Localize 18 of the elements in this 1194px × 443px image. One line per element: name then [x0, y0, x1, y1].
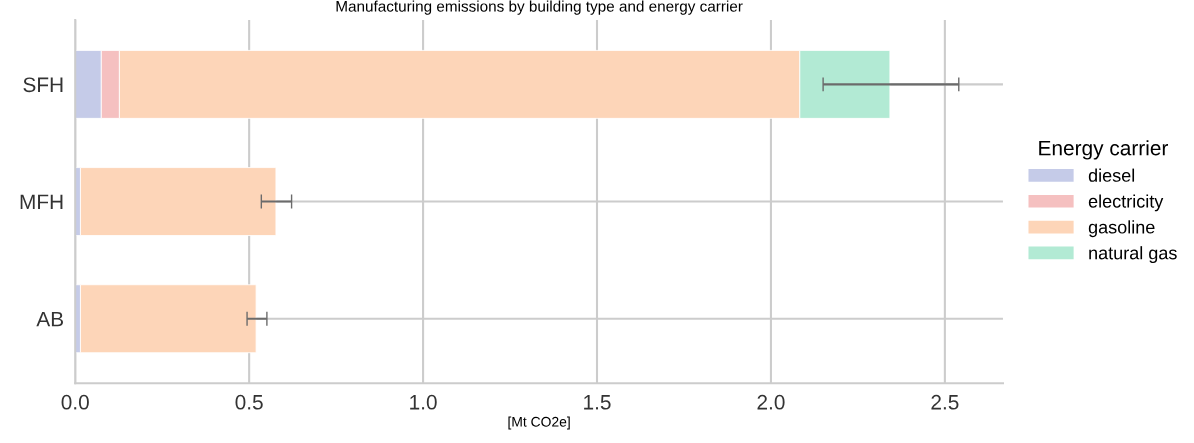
bar [80, 167, 277, 236]
x-tick-label: 0.0 [61, 394, 89, 410]
y-tick-label: SFH [23, 77, 63, 93]
y-tick-label: MFH [20, 194, 63, 210]
y-tick-label: AB [36, 311, 64, 327]
x-tick-label: 2.0 [757, 394, 785, 410]
bar [80, 284, 257, 354]
legend-title: Energy carrier [1039, 140, 1169, 160]
x-axis-title: [Mt CO2e] [508, 416, 570, 430]
legend-label: natural gas [1089, 246, 1177, 263]
legend-label: gasoline [1088, 220, 1155, 238]
x-tick-label: 0.5 [235, 394, 263, 410]
chart-title: Manufacturing emissions by building type and energy carrier [336, 0, 743, 15]
x-tick-label: 1.0 [410, 394, 437, 410]
x-tick-label: 2.5 [931, 394, 959, 410]
x-tick-label: 1.5 [584, 395, 611, 410]
legend-label: diesel [1088, 168, 1135, 182]
legend-label: electricity [1088, 194, 1164, 212]
